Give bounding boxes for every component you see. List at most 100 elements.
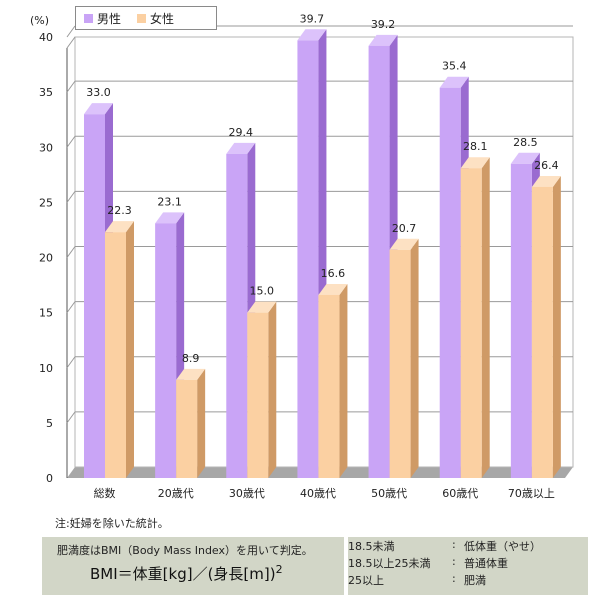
bar-male-top: [84, 103, 113, 115]
bmi-class-colon: :: [452, 555, 456, 568]
bar-female-top: [247, 301, 277, 313]
bmi-class-row: 18.5以上25未満 : 普通体重: [348, 555, 588, 571]
y-tick-label: 20: [39, 252, 53, 265]
bar-male: [510, 163, 532, 478]
legend-swatch-male: [84, 13, 93, 23]
data-label: 28.1: [463, 140, 488, 153]
bar-female: [176, 379, 198, 478]
data-label: 29.4: [229, 126, 254, 139]
data-label: 20.7: [392, 222, 417, 235]
bmi-class-row: 18.5未満 : 低体重（やせ）: [348, 538, 588, 554]
x-tick-label: 40歳代: [300, 487, 336, 500]
bmi-formula-text: BMI＝体重[kg]／(身長[m]): [90, 565, 276, 583]
legend-label-female: 女性: [150, 11, 175, 26]
gridline-diagonal: [66, 301, 76, 313]
bar-male: [368, 45, 390, 478]
y-tick-label: 30: [39, 141, 53, 154]
legend-item-male: 男性: [84, 10, 121, 27]
bar-female-side: [410, 238, 419, 478]
x-tick-label: 70歳以上: [508, 487, 555, 500]
bar-male-top: [439, 76, 469, 88]
bar-female-top: [176, 368, 206, 380]
data-label: 15.0: [250, 285, 275, 298]
bmi-definition-box: 肥満度はBMI（Body Mass Index）を用いて判定。 BMI＝体重[k…: [42, 537, 344, 595]
gridline-diagonal: [66, 246, 76, 258]
bar-male: [155, 223, 177, 478]
data-label: 16.6: [321, 267, 346, 280]
bar-female-side: [339, 283, 348, 478]
x-tick-label: 50歳代: [371, 487, 407, 500]
data-label: 26.4: [534, 159, 559, 172]
bar-male: [297, 40, 319, 479]
x-tick-label: 60歳代: [442, 487, 478, 500]
bar-male-top: [226, 142, 256, 154]
data-label: 39.2: [371, 18, 396, 31]
x-tick-label: 総数: [94, 486, 116, 500]
gridline-diagonal: [66, 25, 76, 38]
bar-female: [460, 168, 482, 478]
x-tick-label: 20歳代: [158, 487, 194, 500]
bmi-formula-exponent: 2: [275, 563, 283, 576]
bar-female-side: [197, 368, 206, 478]
x-tick-label: 30歳代: [229, 487, 265, 500]
bar-female-side: [268, 301, 277, 478]
bar-female: [389, 249, 411, 478]
y-axis-unit: (%): [30, 14, 49, 27]
bmi-class-colon: :: [452, 572, 456, 585]
bar-female-side: [481, 157, 490, 478]
bar-female: [247, 312, 269, 478]
gridline-diagonal: [66, 80, 76, 93]
bar-female-top: [531, 175, 561, 187]
gridline-diagonal: [66, 135, 76, 148]
bar-female: [318, 294, 340, 478]
bmi-class-label: 低体重（やせ）: [464, 540, 541, 553]
bmi-class-range: 18.5以上25未満: [348, 557, 431, 570]
data-label: 35.4: [442, 60, 467, 73]
legend: 男性 女性: [75, 6, 217, 30]
y-tick-label: 5: [46, 417, 53, 430]
bar-male-top: [297, 29, 327, 41]
legend-label-male: 男性: [97, 11, 122, 26]
bmi-class-label: 肥満: [464, 574, 486, 587]
bar-female-top: [318, 283, 348, 295]
bars: [84, 29, 561, 479]
footnote: 注:妊婦を除いた統計。: [55, 517, 169, 530]
bar-female-top: [389, 238, 419, 250]
y-tick-label: 25: [39, 196, 53, 209]
bmi-description: 肥満度はBMI（Body Mass Index）を用いて判定。: [57, 544, 313, 557]
gridline-diagonal: [66, 191, 76, 203]
legend-item-female: 女性: [137, 10, 174, 27]
gridline-diagonal: [66, 356, 76, 369]
bar-female: [105, 232, 126, 478]
y-tick-label: 10: [39, 362, 53, 375]
bar-male-top: [368, 34, 398, 46]
data-label: 28.5: [513, 136, 538, 149]
bmi-class-colon: :: [452, 538, 456, 551]
bmi-class-row: 25以上 : 肥満: [348, 572, 588, 588]
y-tick-label: 35: [39, 86, 53, 99]
y-tick-label: 40: [39, 31, 53, 44]
chart-labels: 0 5 10 15 20 25 30 35 40 33.0 22.3 総数 23.1 8.9 20歳代 29.…: [39, 12, 559, 500]
data-label: 23.1: [157, 195, 182, 208]
bar-male: [84, 114, 105, 479]
data-label: 33.0: [86, 86, 111, 99]
bar-male: [439, 87, 461, 478]
bar-female: [531, 186, 553, 478]
bar-female-side: [552, 175, 561, 478]
bar-male-top: [155, 212, 185, 224]
bmi-formula: BMI＝体重[kg]／(身長[m])2: [90, 563, 283, 584]
bmi-class-range: 18.5未満: [348, 540, 395, 553]
data-label: 8.9: [182, 352, 200, 365]
y-tick-label: 15: [39, 307, 53, 320]
data-label: 39.7: [300, 12, 325, 25]
gridline-diagonal: [66, 411, 76, 424]
bmi-classification: 18.5未満 : 低体重（やせ） 18.5以上25未満 : 普通体重 25以上 …: [348, 537, 588, 595]
bar-female-top: [105, 221, 134, 233]
bar-female-side: [126, 221, 134, 478]
bar-female-top: [460, 157, 490, 169]
legend-swatch-female: [137, 13, 147, 23]
bmi-class-range: 25以上: [348, 574, 384, 587]
bar-male-top: [510, 152, 540, 164]
y-axis-top-edge: [66, 36, 76, 49]
